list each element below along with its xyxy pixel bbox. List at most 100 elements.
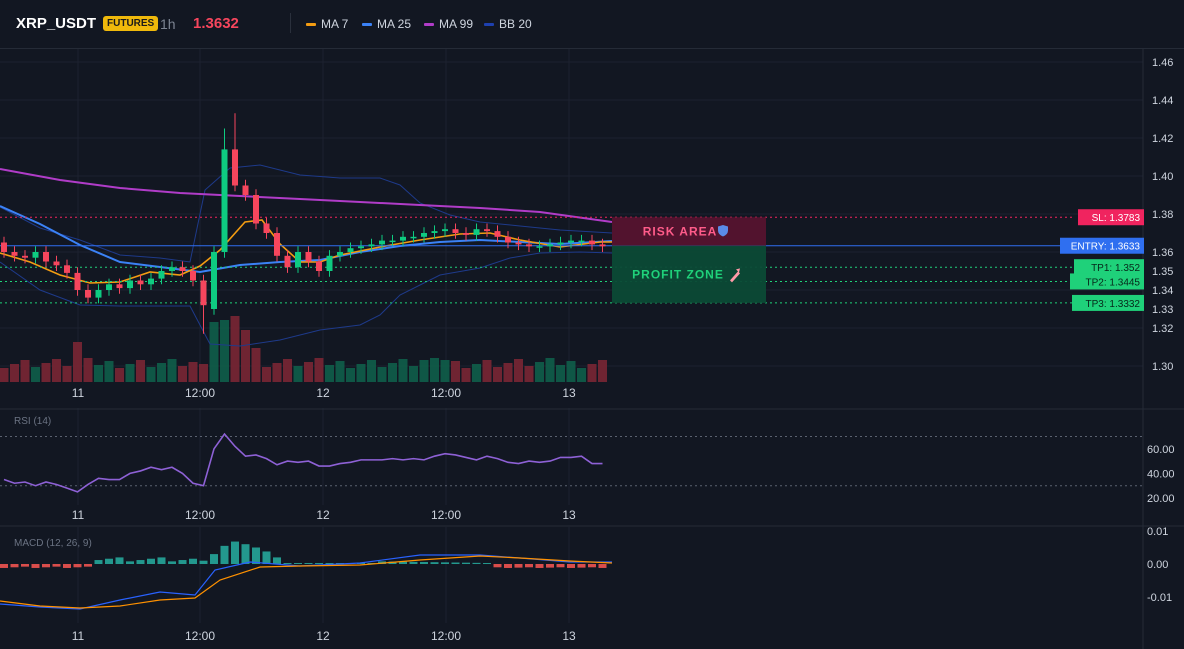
entry-tag [1060, 237, 1144, 254]
candle-body [358, 246, 364, 249]
macd-tick-label: 0.01 [1147, 526, 1168, 538]
candle-body [379, 240, 385, 245]
candle-body [95, 290, 102, 298]
candle-body [484, 229, 490, 232]
candle-body [11, 252, 18, 256]
candle-body [158, 271, 165, 279]
volume-bar [587, 364, 597, 382]
volume-bar [94, 365, 103, 382]
macd-histogram-bar [94, 560, 103, 564]
ma7-swatch-icon [306, 23, 316, 27]
bb20-swatch-icon [484, 23, 494, 27]
volume-bar [283, 359, 292, 382]
macd-histogram-bar [273, 557, 281, 564]
legend-ma7[interactable]: MA 7 [306, 17, 348, 31]
candle-body [347, 248, 354, 252]
candle-body [526, 244, 532, 247]
bb-upper-line [0, 164, 613, 263]
candle-body [179, 267, 186, 271]
macd-signal-line [0, 555, 613, 609]
price-tick-label: 1.38 [1152, 209, 1173, 221]
volume-bar [10, 364, 19, 382]
macd-histogram-bar [441, 562, 449, 564]
candle-body [368, 244, 375, 247]
volume-bar [482, 360, 492, 382]
candle-body [284, 255, 291, 268]
risk-area-label: RISK AREA [643, 224, 718, 238]
macd-histogram-bar [0, 564, 8, 568]
time-tick-label: 12:00 [185, 386, 215, 400]
candle-body [442, 229, 448, 232]
rsi-tick-label: 20.00 [1147, 493, 1175, 505]
candle-body [1, 242, 7, 252]
volume-bar [115, 368, 124, 382]
price-tick-label: 1.35 [1152, 266, 1173, 278]
rsi-tick-label: 60.00 [1147, 444, 1175, 456]
macd-histogram-bar [535, 564, 544, 568]
bb-lower-line [0, 251, 613, 347]
profit-zone-label: PROFIT ZONE [632, 267, 724, 281]
volume-bar [178, 366, 187, 382]
price-tick-label: 1.42 [1152, 133, 1173, 145]
macd-histogram-bar [577, 564, 586, 568]
macd-tick-label: -0.01 [1147, 592, 1172, 604]
legend-ma99[interactable]: MA 99 [424, 17, 473, 31]
candle-body [232, 149, 238, 186]
candle-body [473, 229, 480, 235]
candle-body [410, 236, 417, 239]
volume-bar [524, 366, 534, 382]
bollinger-bands [0, 164, 613, 347]
price-tick-label: 1.33 [1152, 304, 1173, 316]
macd-histogram-bar [73, 564, 82, 568]
symbol-label[interactable]: XRP_USDT [16, 15, 97, 32]
legend-bb20[interactable]: BB 20 [484, 17, 532, 31]
legend-ma25-label: MA 25 [377, 17, 412, 31]
volume-bar [388, 363, 397, 382]
volume-bar [136, 360, 145, 382]
candle-body [274, 233, 280, 256]
price-tick-label: 1.46 [1152, 57, 1173, 69]
volume-bar [272, 363, 282, 382]
ma99-swatch-icon [424, 23, 434, 27]
volume-bar [503, 363, 513, 382]
time-tick-label: 12:00 [431, 629, 461, 643]
last-price: 1.3632 [193, 15, 239, 32]
macd-histogram-bar [84, 564, 92, 567]
profit-zone [612, 245, 766, 303]
timeframe-label[interactable]: 1h [160, 16, 176, 32]
time-tick-label: 12 [316, 629, 330, 643]
macd-histogram-bar [525, 564, 533, 568]
volume-bar [52, 359, 61, 382]
macd-histogram-bar [483, 563, 491, 565]
candle-body [22, 255, 28, 258]
candle-body [242, 185, 249, 195]
candle-body [263, 223, 270, 233]
legend-ma25[interactable]: MA 25 [362, 17, 411, 31]
volume-bar [304, 362, 313, 382]
macd-tick-label: 0.00 [1147, 559, 1168, 571]
price-tick-label: 1.32 [1152, 323, 1173, 335]
tp1-tag-label: TP1: 1.352 [1091, 263, 1140, 274]
volume-bar [577, 368, 586, 382]
volume-bar [314, 358, 324, 382]
volume-bar [0, 368, 9, 382]
candle-body [463, 233, 469, 235]
candle-body [515, 242, 522, 245]
macd-histogram-bar [252, 547, 260, 564]
volume-bar [367, 360, 376, 382]
volume-bar [125, 364, 135, 382]
macd-histogram-bar [304, 563, 313, 565]
volume-bar [440, 360, 450, 382]
tp1-tag [1074, 259, 1144, 276]
candle-body [221, 149, 228, 252]
macd-histogram-bar [451, 562, 460, 564]
chart-header: XRP_USDT FUTURES 1h 1.3632 MA 7 MA 25 MA… [0, 0, 1184, 49]
time-tick-label: 12 [316, 508, 330, 522]
macd-panel: MACD (12, 26, 9) 0.01 0.00 -0.01 [0, 526, 1172, 610]
volume-bar [220, 320, 229, 382]
macd-histogram-bar [189, 558, 197, 564]
volume-bar [20, 360, 30, 382]
macd-histogram-bar [63, 564, 71, 568]
time-tick-label: 12 [316, 386, 330, 400]
